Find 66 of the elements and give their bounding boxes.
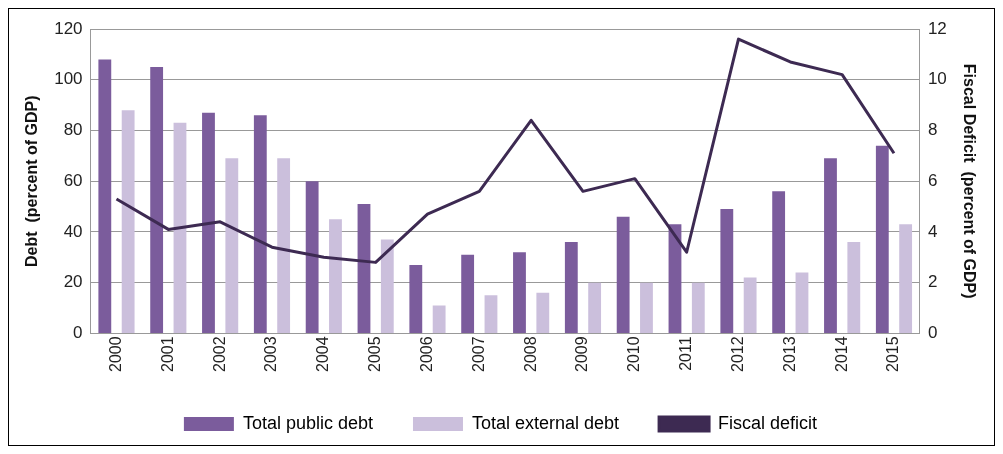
bar [253, 115, 267, 333]
bar [795, 272, 809, 333]
bar [588, 282, 602, 333]
bar [305, 181, 319, 333]
bar [691, 282, 705, 333]
bar [277, 158, 291, 333]
bar [616, 216, 630, 333]
x-tick-label: 2011 [677, 336, 695, 371]
y-tick-label: 60 [63, 170, 83, 190]
bar [173, 122, 187, 333]
bar [899, 224, 913, 333]
x-tick-label: 2012 [728, 336, 746, 372]
y2-tick-label: 6 [927, 170, 938, 190]
bar [150, 67, 164, 333]
bar [357, 204, 371, 333]
bar [202, 112, 215, 333]
bar [847, 242, 861, 333]
y2-tick-label: 10 [927, 69, 947, 89]
x-tick-label: 2008 [521, 336, 539, 372]
y2-axis-title: Fiscal Deficit (percent of GDP) [960, 63, 978, 299]
x-tick-label: 2001 [158, 336, 176, 372]
bar [380, 239, 394, 333]
x-tick-label: 2003 [262, 336, 280, 372]
bar [536, 292, 550, 333]
x-tick-label: 2013 [780, 336, 798, 372]
y-tick-label: 0 [73, 323, 83, 343]
bar [875, 145, 889, 333]
y-tick-label: 40 [63, 221, 83, 241]
y-tick-label: 20 [63, 272, 83, 292]
y2-tick-label: 0 [927, 323, 938, 343]
y-tick-label: 80 [63, 120, 83, 140]
x-tick-label: 2009 [573, 336, 591, 372]
x-tick-label: 2015 [884, 336, 902, 372]
legend-label: Fiscal deficit [718, 412, 818, 433]
bar [564, 242, 578, 333]
x-tick-label: 2004 [314, 336, 332, 372]
x-tick-label: 2010 [625, 336, 643, 372]
x-tick-label: 2014 [832, 336, 850, 372]
bar [640, 282, 653, 333]
legend-label: Total external debt [471, 412, 620, 433]
legend-label: Total public debt [242, 412, 373, 433]
bar [121, 110, 135, 333]
y-tick-label: 100 [54, 69, 83, 89]
bar [432, 305, 446, 333]
bar [720, 209, 734, 333]
x-tick-label: 2000 [106, 336, 124, 372]
y2-tick-label: 8 [927, 120, 938, 140]
bar [743, 277, 757, 333]
bar [98, 59, 112, 333]
x-tick-label: 2005 [366, 336, 384, 372]
y-tick-label: 120 [54, 18, 83, 38]
y-axis-title: Debt (percent of GDP) [23, 95, 41, 267]
y2-tick-label: 12 [927, 18, 947, 38]
bar [484, 295, 498, 333]
bar [461, 254, 475, 333]
x-tick-label: 2006 [417, 336, 435, 372]
y2-tick-label: 2 [927, 272, 938, 292]
bar [329, 219, 342, 333]
x-tick-label: 2002 [210, 336, 228, 372]
y2-tick-label: 4 [927, 221, 938, 241]
x-tick-label: 2007 [469, 336, 487, 372]
bar [772, 191, 786, 333]
bar [513, 252, 526, 333]
bar [409, 264, 423, 333]
bar [824, 158, 837, 333]
bar [225, 158, 239, 333]
